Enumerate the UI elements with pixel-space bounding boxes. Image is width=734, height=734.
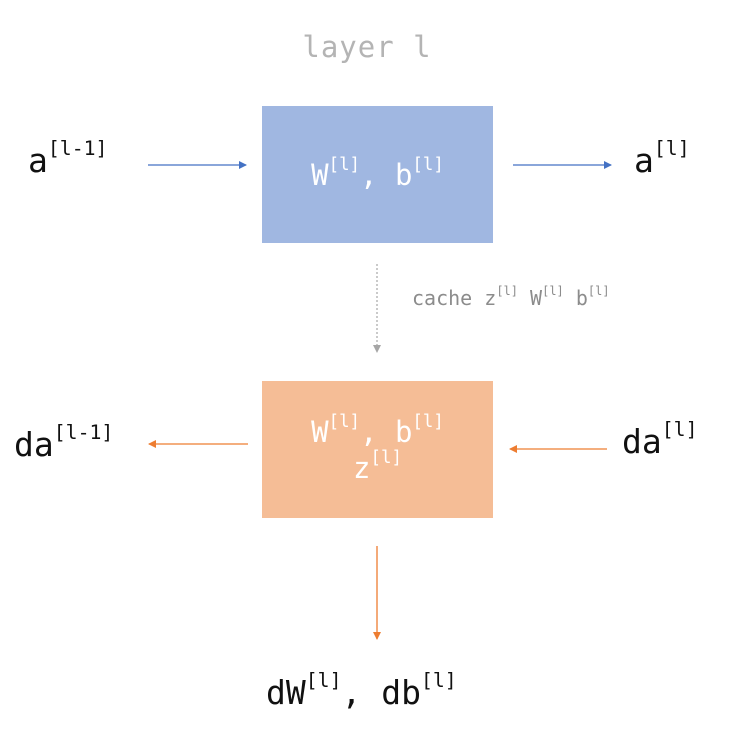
forward-input-label: a[l-1] — [28, 137, 108, 180]
b-symbol: b — [394, 157, 413, 192]
backward-layer-box: W[l], b[l] z[l] — [262, 381, 493, 518]
w-superscript: [l] — [328, 411, 361, 432]
z-symbol: z — [353, 450, 371, 485]
gradients-label: dW[l], db[l] — [266, 669, 457, 712]
layer-title: layer l — [302, 30, 432, 64]
forward-output-label: a[l] — [634, 137, 690, 180]
backward-input-label: da[l] — [622, 418, 698, 461]
b-symbol: b — [394, 414, 413, 449]
forward-box-params: W[l], b[l] — [311, 154, 444, 193]
forward-layer-box: W[l], b[l] — [262, 106, 493, 243]
backward-output-label: da[l-1] — [14, 421, 114, 464]
b-superscript: [l] — [412, 154, 444, 175]
w-symbol: W — [311, 414, 329, 449]
cache-label: cache z[l] W[l] b[l] — [412, 283, 610, 310]
w-superscript: [l] — [328, 154, 361, 175]
w-symbol: W — [311, 157, 329, 192]
backward-box-z: z[l] — [353, 447, 402, 486]
b-superscript: [l] — [412, 411, 444, 432]
z-superscript: [l] — [370, 447, 402, 468]
separator: , — [360, 414, 395, 449]
backward-box-params: W[l], b[l] — [311, 411, 444, 450]
separator: , — [360, 157, 395, 192]
